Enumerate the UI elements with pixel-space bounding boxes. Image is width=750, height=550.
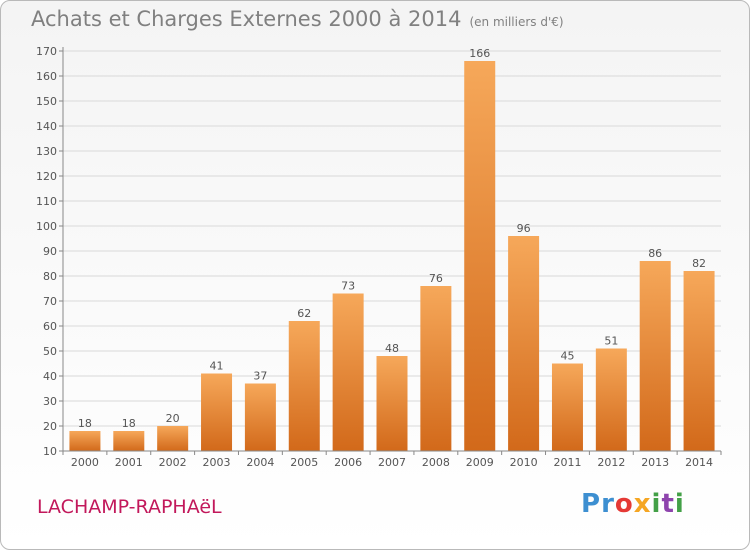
- data-label: 20: [166, 412, 180, 425]
- y-tick-label: 30: [43, 395, 57, 408]
- town-name: LACHAMP-RAPHAëL: [37, 496, 222, 518]
- y-tick-label: 90: [43, 245, 57, 258]
- y-tick-label: 10: [43, 445, 57, 458]
- bar-2001: [113, 431, 145, 451]
- data-label: 82: [692, 257, 706, 270]
- logo-letter: i: [651, 489, 662, 519]
- y-tick-label: 50: [43, 345, 57, 358]
- x-tick-label: 2010: [510, 456, 538, 469]
- data-label: 41: [210, 360, 224, 373]
- x-tick-label: 2011: [553, 456, 581, 469]
- x-tick-label: 2000: [71, 456, 99, 469]
- chart-title-text: Achats et Charges Externes 2000 à 2014: [31, 7, 462, 31]
- y-tick-label: 60: [43, 320, 57, 333]
- y-tick-label: 70: [43, 295, 57, 308]
- y-tick-label: 20: [43, 420, 57, 433]
- bar-2002: [157, 426, 189, 451]
- logo-letter: t: [661, 489, 675, 519]
- x-tick-label: 2014: [685, 456, 713, 469]
- y-tick-label: 120: [36, 170, 57, 183]
- y-tick-label: 80: [43, 270, 57, 283]
- data-label: 62: [297, 307, 311, 320]
- data-label: 76: [429, 272, 443, 285]
- data-label: 51: [604, 335, 618, 348]
- x-tick-label: 2007: [378, 456, 406, 469]
- x-tick-label: 2013: [641, 456, 669, 469]
- logo-letter: i: [674, 489, 685, 519]
- bar-2010: [508, 236, 540, 451]
- data-label: 45: [560, 350, 574, 363]
- y-tick-label: 100: [36, 220, 57, 233]
- x-tick-label: 2002: [159, 456, 187, 469]
- data-label: 73: [341, 280, 355, 293]
- chart-title: Achats et Charges Externes 2000 à 2014 (e…: [31, 7, 564, 31]
- data-label: 18: [78, 417, 92, 430]
- x-tick-label: 2008: [422, 456, 450, 469]
- data-label: 166: [469, 47, 490, 60]
- proxiti-logo[interactable]: Proxiti: [581, 489, 685, 519]
- x-tick-label: 2009: [466, 456, 494, 469]
- data-label: 37: [253, 370, 267, 383]
- logo-letter: P: [581, 489, 602, 519]
- bar-2012: [595, 348, 627, 451]
- bar-2013: [639, 261, 671, 451]
- x-tick-label: 2012: [597, 456, 625, 469]
- logo-letter: x: [633, 489, 652, 519]
- x-tick-label: 2006: [334, 456, 362, 469]
- y-tick-label: 150: [36, 95, 57, 108]
- y-tick-label: 40: [43, 370, 57, 383]
- x-tick-label: 2004: [246, 456, 274, 469]
- data-label: 18: [122, 417, 136, 430]
- bar-2009: [464, 61, 496, 451]
- bar-2005: [288, 321, 320, 451]
- logo-letter: r: [601, 489, 615, 519]
- chart-subtitle: (en milliers d'€): [469, 15, 564, 29]
- data-label: 96: [517, 222, 531, 235]
- bar-2004: [244, 383, 276, 451]
- bar-2008: [420, 286, 452, 451]
- bar-2000: [69, 431, 101, 451]
- bar-2007: [376, 356, 408, 451]
- bars: [69, 61, 715, 451]
- y-tick-label: 130: [36, 145, 57, 158]
- bar-2011: [551, 363, 583, 451]
- bar-2014: [683, 271, 715, 451]
- bar-2003: [201, 373, 233, 451]
- axes: 10 20 30 40 50 60 70 80 90 100 110 120 130 140 150 160 1…: [36, 45, 722, 469]
- x-tick-label: 2005: [290, 456, 318, 469]
- data-label: 48: [385, 342, 399, 355]
- data-label: 86: [648, 247, 662, 260]
- x-tick-label: 2001: [115, 456, 143, 469]
- logo-letter: o: [614, 489, 634, 519]
- y-tick-label: 170: [36, 45, 57, 58]
- y-tick-label: 160: [36, 70, 57, 83]
- y-tick-label: 110: [36, 195, 57, 208]
- x-tick-label: 2003: [203, 456, 231, 469]
- y-tick-label: 140: [36, 120, 57, 133]
- data-labels: 18 18 20 41 37 62 73 48 76 166 96 45 51 86 82: [78, 47, 706, 430]
- bar-2006: [332, 293, 364, 451]
